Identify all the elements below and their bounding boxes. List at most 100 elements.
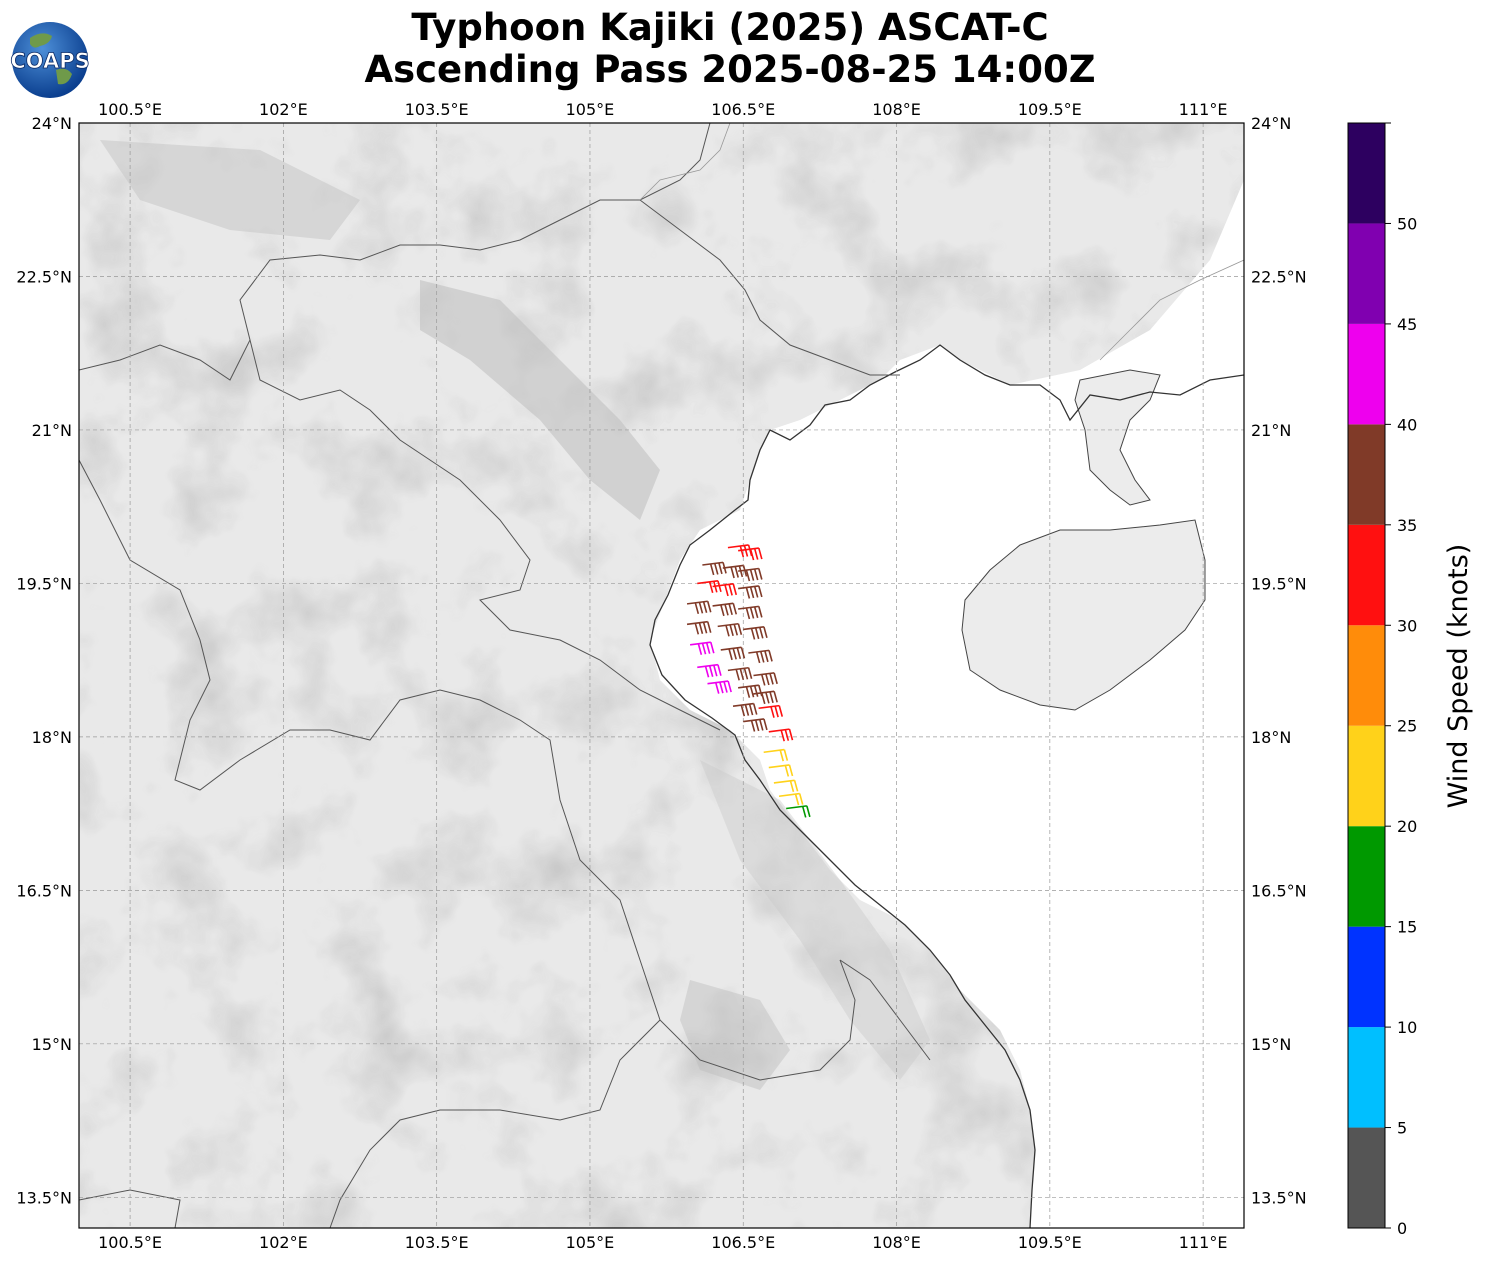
- colorbar-label: Wind Speed (knots): [1443, 544, 1474, 809]
- wind-barb: [686, 620, 712, 635]
- lat-label-left: 19.5°N: [16, 574, 72, 593]
- lat-label-right: 18°N: [1251, 728, 1291, 747]
- wind-barb: [712, 602, 738, 617]
- wind-barb: [763, 748, 789, 762]
- lat-label-left: 22.5°N: [16, 267, 72, 286]
- colorbar-bin-9: [1348, 223, 1385, 324]
- wind-barb: [743, 718, 768, 732]
- lon-label-bottom: 102°E: [259, 1233, 308, 1252]
- colorbar-tick-label: 30: [1397, 616, 1417, 635]
- wind-barb: [738, 567, 763, 582]
- lat-label-right: 16.5°N: [1251, 881, 1307, 900]
- lon-label-top: 105°E: [566, 100, 615, 119]
- lon-label-bottom: 100.5°E: [98, 1233, 162, 1252]
- lat-label-left: 16.5°N: [16, 881, 72, 900]
- colorbar-bin-5: [1348, 625, 1385, 726]
- wind-barb: [753, 690, 778, 705]
- wind-barb: [773, 779, 799, 793]
- wind-barb: [743, 626, 768, 640]
- wind-barb: [690, 641, 715, 655]
- colorbar-tick-label: 5: [1397, 1119, 1407, 1138]
- lat-label-right: 22.5°N: [1251, 267, 1307, 286]
- wind-barb: [686, 600, 712, 615]
- lat-label-left: 15°N: [32, 1035, 72, 1054]
- wind-barb: [727, 666, 753, 681]
- wind-barb: [768, 728, 794, 742]
- coaps-logo: COAPS: [10, 22, 90, 98]
- lat-label-left: 18°N: [32, 728, 72, 747]
- wind-barb: [707, 680, 732, 694]
- colorbar-tick-label: 50: [1397, 214, 1417, 233]
- wind-barbs: [686, 544, 811, 818]
- lat-label-right: 13.5°N: [1251, 1188, 1307, 1207]
- map-title-line1: Typhoon Kajiki (2025) ASCAT-C: [411, 6, 1049, 49]
- wind-barb: [712, 583, 738, 597]
- lon-label-bottom: 108°E: [872, 1233, 921, 1252]
- lat-labels-left: 24°N 22.5°N 21°N 19.5°N 18°N 16.5°N 15°N 13.5°N: [16, 114, 72, 1207]
- colorbar-bin-2: [1348, 926, 1385, 1028]
- colorbar-tick-label: 10: [1397, 1018, 1417, 1037]
- lon-label-bottom: 105°E: [566, 1233, 615, 1252]
- colorbar-bin-4: [1348, 725, 1385, 827]
- colorbar-tick-label: 0: [1397, 1219, 1407, 1238]
- lon-label-top: 109.5°E: [1018, 100, 1082, 119]
- wind-barb: [717, 622, 743, 637]
- lat-label-right: 21°N: [1251, 421, 1291, 440]
- lat-label-right: 19.5°N: [1251, 574, 1307, 593]
- lon-label-bottom: 111°E: [1179, 1233, 1228, 1252]
- lat-label-left: 21°N: [32, 421, 72, 440]
- wind-barb: [758, 704, 784, 718]
- colorbar-tick-label: 35: [1397, 516, 1417, 535]
- lon-label-top: 103.5°E: [405, 100, 469, 119]
- wind-barb: [738, 585, 763, 599]
- lat-label-right: 15°N: [1251, 1035, 1291, 1054]
- colorbar-bin-6: [1348, 524, 1385, 626]
- map-title-line2: Ascending Pass 2025-08-25 14:00Z: [364, 48, 1096, 91]
- colorbar-bin-8: [1348, 323, 1385, 425]
- wind-barb: [720, 646, 746, 661]
- wind-barb: [753, 672, 778, 686]
- lat-label-left: 13.5°N: [16, 1188, 72, 1207]
- colorbar-bin-7: [1348, 424, 1385, 525]
- colorbar-bin-0: [1348, 1127, 1385, 1228]
- wind-barb: [697, 663, 722, 678]
- colorbar-bin-3: [1348, 826, 1385, 927]
- lon-label-top: 111°E: [1179, 100, 1228, 119]
- wind-barb: [738, 684, 763, 698]
- china-border: [639, 123, 731, 201]
- wind-barb: [738, 547, 763, 561]
- wind-barb: [748, 649, 773, 664]
- wind-barb: [786, 805, 811, 818]
- colorbar: 0 5 10 15 20 25 30 35 40 45 50: [1347, 122, 1417, 1238]
- wind-barb: [738, 605, 763, 620]
- lat-label-left: 24°N: [32, 114, 72, 133]
- map-frame: [78, 122, 1245, 1229]
- lon-label-bottom: 109.5°E: [1018, 1233, 1082, 1252]
- colorbar-tick-label: 45: [1397, 315, 1417, 334]
- wind-barb: [768, 764, 794, 777]
- wind-barb: [732, 702, 758, 717]
- colorbar-frame: [1347, 122, 1386, 1229]
- lon-label-top: 106.5°E: [711, 100, 775, 119]
- colorbar-bin-10: [1348, 123, 1385, 224]
- lon-label-bottom: 106.5°E: [711, 1233, 775, 1252]
- wind-barb: [778, 792, 804, 806]
- colorbar-tick-label: 15: [1397, 918, 1417, 937]
- lon-labels-top: 100.5°E 102°E 103.5°E 105°E 106.5°E 108°E 109.…: [98, 100, 1227, 119]
- lat-labels-right: 24°N 22.5°N 21°N 19.5°N 18°N 16.5°N 15°N 13.5°N: [1251, 114, 1307, 1207]
- colorbar-tick-label: 40: [1397, 415, 1417, 434]
- lon-label-top: 100.5°E: [98, 100, 162, 119]
- lat-label-right: 24°N: [1251, 114, 1291, 133]
- colorbar-bin-1: [1348, 1027, 1385, 1128]
- lon-label-top: 102°E: [259, 100, 308, 119]
- lon-labels-bottom: 100.5°E 102°E 103.5°E 105°E 106.5°E 108°E 109.…: [98, 1233, 1227, 1252]
- colorbar-tick-label: 20: [1397, 817, 1417, 836]
- coastline: [649, 344, 1244, 1228]
- colorbar-tick-label: 25: [1397, 717, 1417, 736]
- lon-label-top: 108°E: [872, 100, 921, 119]
- gridlines: [79, 123, 1244, 1228]
- country-borders: [79, 123, 931, 1228]
- guangxi-border: [1099, 259, 1244, 361]
- svg-text:COAPS: COAPS: [10, 49, 89, 73]
